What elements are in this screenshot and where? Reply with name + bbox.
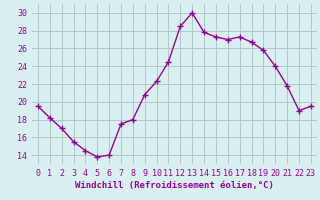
X-axis label: Windchill (Refroidissement éolien,°C): Windchill (Refroidissement éolien,°C): [75, 181, 274, 190]
